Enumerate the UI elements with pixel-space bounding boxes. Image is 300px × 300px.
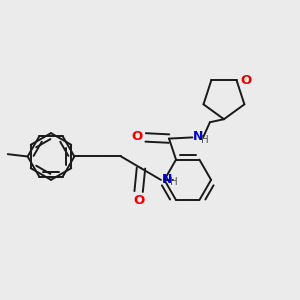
- Text: O: O: [241, 74, 252, 87]
- Text: N: N: [162, 173, 172, 186]
- Text: N: N: [193, 130, 203, 143]
- Text: H: H: [200, 135, 208, 145]
- Text: H: H: [170, 178, 178, 188]
- Text: O: O: [131, 130, 142, 143]
- Text: O: O: [133, 194, 144, 207]
